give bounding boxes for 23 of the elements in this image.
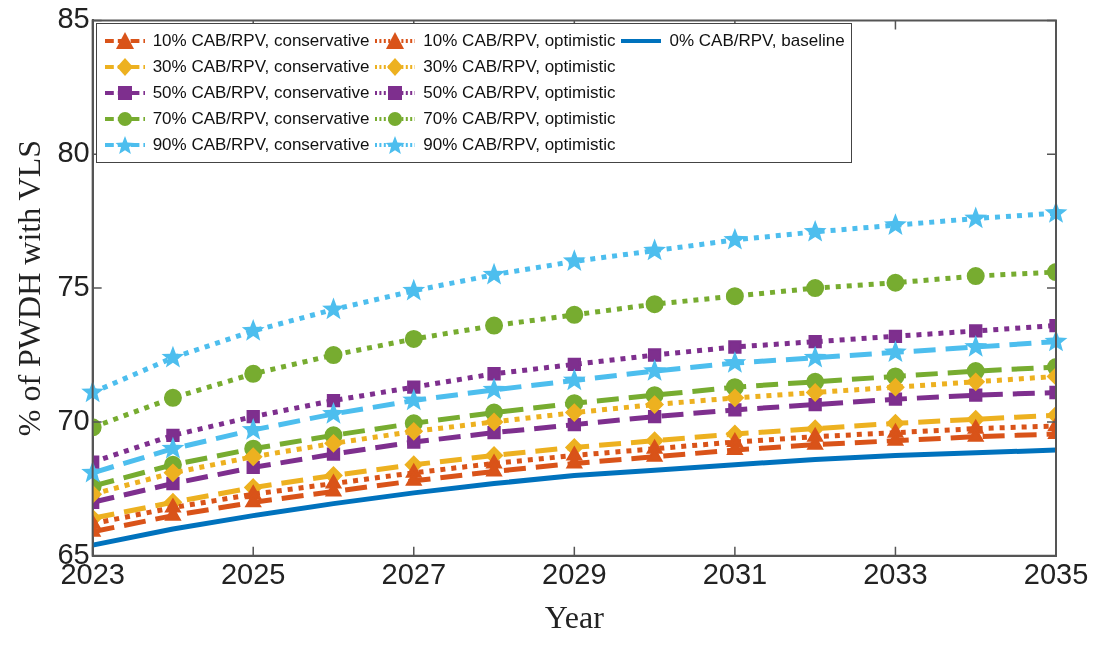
y-tick-label: 80 [57,136,90,169]
y-tick-label: 70 [57,403,90,436]
y-tick-label: 85 [57,2,90,35]
x-tick-label: 2033 [863,558,928,591]
legend-label: 90% CAB/RPV, optimistic [423,135,616,156]
x-tick-label: 2029 [542,558,607,591]
legend-label: 10% CAB/RPV, optimistic [423,31,616,52]
y-tick-label: 75 [57,270,90,303]
legend-label: 70% CAB/RPV, conservative [152,109,370,130]
x-tick-label: 2025 [220,558,286,591]
x-tick-label: 2035 [1023,558,1089,591]
legend-label: 10% CAB/RPV, conservative [152,31,370,52]
legend-label: 70% CAB/RPV, optimistic [423,109,616,130]
x-axis-title: Year [544,599,605,636]
legend-label: 50% CAB/RPV, optimistic [423,83,616,104]
legend-label: 30% CAB/RPV, conservative [152,57,370,78]
legend-label: 30% CAB/RPV, optimistic [423,57,616,78]
x-tick-label: 2031 [702,558,768,591]
legend-label: 0% CAB/RPV, baseline [669,31,845,52]
y-axis-title: % of PWDH with VLS [10,139,47,437]
legend-label: 50% CAB/RPV, conservative [152,83,370,104]
legend-label: 90% CAB/RPV, conservative [152,135,370,156]
x-tick-label: 2027 [381,558,447,591]
